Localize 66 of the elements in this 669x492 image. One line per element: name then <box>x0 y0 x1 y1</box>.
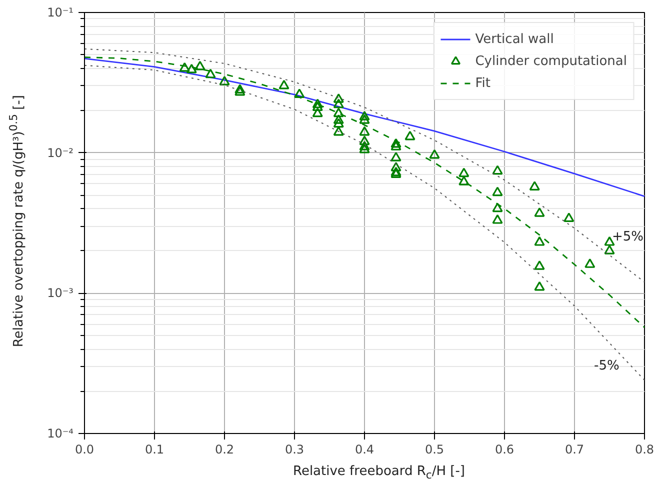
point <box>333 118 344 128</box>
y-tick-label: 10⁻³ <box>47 286 74 300</box>
point <box>429 149 440 159</box>
point <box>359 141 370 150</box>
point <box>278 80 290 90</box>
point <box>564 212 574 222</box>
point <box>492 165 503 175</box>
point <box>359 144 370 154</box>
x-tick-label: 0.0 <box>74 442 94 456</box>
point <box>534 260 545 270</box>
point <box>333 93 344 103</box>
series-label: +5% <box>612 229 644 244</box>
point <box>359 136 370 146</box>
point <box>604 244 615 254</box>
y-tick-label: 10⁻⁴ <box>47 426 74 440</box>
point <box>584 258 596 268</box>
point <box>333 98 344 108</box>
point <box>205 68 216 78</box>
point <box>390 162 402 172</box>
point <box>404 130 416 140</box>
point <box>234 86 246 96</box>
x-tick-label: 0.1 <box>144 442 164 456</box>
y-tick-label: 10⁻¹ <box>47 6 74 20</box>
point <box>234 84 246 94</box>
point <box>294 88 305 98</box>
point <box>529 181 540 190</box>
point <box>312 102 323 112</box>
x-tick-label: 0.3 <box>284 442 304 456</box>
x-tick-label: 0.8 <box>634 442 654 456</box>
point <box>458 168 470 178</box>
point <box>458 176 470 186</box>
point <box>359 126 370 136</box>
series-label: -5% <box>594 358 620 374</box>
point <box>333 108 344 118</box>
legend-label: Fit <box>475 76 492 90</box>
point <box>359 114 370 124</box>
legend-label: Vertical wall <box>475 32 554 46</box>
point <box>333 114 344 124</box>
point <box>390 138 402 148</box>
point <box>492 202 503 212</box>
x-tick-label: 0.7 <box>564 442 584 456</box>
y-tick-label: 10⁻² <box>47 146 74 160</box>
legend-label: Cylinder computational <box>475 54 627 68</box>
point <box>492 186 503 196</box>
x-tick-label: 0.6 <box>494 442 514 456</box>
x-tick-label: 0.5 <box>424 442 444 456</box>
point <box>534 281 545 291</box>
point <box>179 62 190 72</box>
x-tick-label: 0.4 <box>354 442 374 456</box>
point <box>492 214 503 224</box>
x-axis-title: Relative freeboard R$_{c}$/H [-] <box>293 463 465 484</box>
point <box>186 64 197 74</box>
line-series <box>84 56 644 328</box>
point <box>604 236 615 246</box>
x-tick-label: 0.2 <box>214 442 234 456</box>
point <box>333 126 344 136</box>
point <box>219 76 230 86</box>
point <box>312 108 323 118</box>
point <box>194 60 206 70</box>
point <box>312 98 323 108</box>
point <box>359 111 370 120</box>
point <box>390 152 402 162</box>
point <box>534 236 545 246</box>
point <box>390 141 402 150</box>
point <box>534 207 545 217</box>
line-series <box>84 48 644 283</box>
